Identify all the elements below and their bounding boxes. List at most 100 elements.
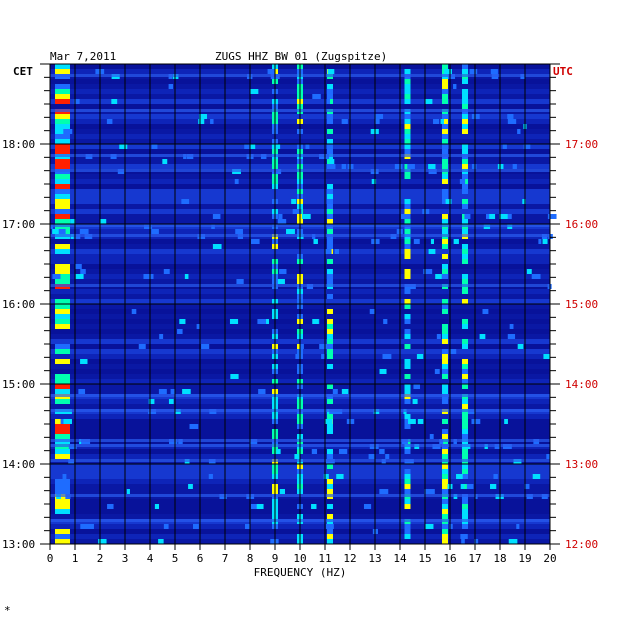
spectrogram-cell — [363, 504, 372, 509]
x-tick-label: 16 — [443, 552, 456, 565]
spectrogram-cell — [462, 99, 468, 104]
spectrogram-cell — [499, 214, 508, 219]
spectrogram-cell — [462, 279, 468, 284]
spectrogram-cell — [404, 289, 411, 294]
spectrogram-cell — [327, 479, 333, 484]
spectrogram-cell — [442, 254, 448, 259]
spectrogram-cell — [374, 119, 380, 124]
spectrogram-cell — [442, 534, 448, 539]
spectrogram-cell — [462, 369, 468, 374]
spectrogram-cell — [442, 79, 448, 84]
spectrogram-cell — [279, 269, 287, 274]
spectrogram-cell — [341, 119, 348, 124]
spectrogram-cell — [404, 124, 411, 129]
spectrogram-cell — [55, 189, 70, 194]
spectrogram-cell — [462, 164, 468, 169]
spectrogram-cell — [442, 329, 448, 334]
spectrogram-cell — [55, 359, 70, 364]
spectrogram-cell — [442, 299, 448, 304]
spectrogram-cell — [394, 164, 403, 169]
spectrogram-cell — [493, 474, 498, 479]
spectrogram-cell — [55, 144, 70, 149]
x-tick-label: 8 — [247, 552, 254, 565]
spectrogram-cell — [327, 239, 333, 244]
spectrogram-cell — [442, 199, 448, 204]
spectrogram-cell — [429, 434, 434, 439]
spectrogram-cell — [462, 344, 468, 349]
spectrogram-cell — [55, 184, 70, 189]
spectrogram-cell — [327, 449, 333, 454]
spectrogram-cell — [526, 269, 532, 274]
spectrogram-cell — [271, 144, 281, 149]
spectrogram-cell — [55, 324, 70, 329]
spectrogram-cell — [460, 534, 468, 539]
spectrogram-cell — [327, 94, 333, 99]
spectrogram-cell — [55, 379, 70, 384]
spectrogram-cell — [327, 199, 333, 204]
x-tick-label: 20 — [543, 552, 556, 565]
spectrogram-cell — [422, 209, 430, 214]
spectrogram-cell — [301, 214, 311, 219]
spectrogram-cell — [404, 304, 411, 309]
spectrogram-cell — [212, 214, 221, 219]
spectrogram-cell — [158, 539, 164, 544]
spectrogram-cell — [55, 529, 70, 534]
spectrogram-cell — [442, 454, 448, 459]
spectrogram-cell — [55, 399, 70, 404]
spectrogram-cell — [327, 184, 333, 189]
x-tick-label: 13 — [368, 552, 381, 565]
spectrogram-cell — [75, 274, 84, 279]
spectrogram-cell — [55, 389, 70, 394]
spectrogram-cell — [312, 94, 321, 99]
spectrogram-cell — [442, 469, 448, 474]
spectrogram-cell — [154, 504, 160, 509]
spectrogram-cell — [509, 539, 517, 544]
spectrogram-cell — [55, 374, 70, 379]
spectrogram-cell — [325, 524, 334, 529]
spectrogram-cell — [462, 399, 468, 404]
spectrogram-cell — [404, 359, 411, 364]
spectrogram-cell — [244, 144, 250, 149]
spectrogram-cell — [462, 504, 468, 509]
spectrogram-cell — [311, 504, 317, 509]
spectrogram-cell — [442, 124, 448, 129]
spectrogram-cell — [311, 449, 318, 454]
spectrogram-cell — [294, 454, 300, 459]
spectrogram-cell — [264, 319, 270, 324]
spectrogram-cell — [168, 399, 174, 404]
spectrogram-cell — [327, 309, 333, 314]
spectrogram-cell — [230, 374, 239, 379]
spectrogram-cell — [490, 484, 497, 489]
spectrogram-cell — [417, 419, 424, 424]
spectrogram-cell — [404, 214, 411, 219]
spectrogram-cell — [55, 484, 70, 489]
spectrogram-cell — [442, 309, 448, 314]
spectrogram-cell — [327, 344, 333, 349]
x-tick-label: 5 — [172, 552, 179, 565]
spectrogram-cell — [442, 479, 448, 484]
spectrogram-cell — [404, 479, 411, 484]
spectrogram-cell — [184, 274, 189, 279]
spectrogram-cell — [442, 339, 448, 344]
spectrogram-cell — [341, 164, 347, 169]
x-tick-label: 9 — [272, 552, 279, 565]
spectrogram-cell — [442, 449, 448, 454]
spectrogram-cell — [327, 259, 333, 264]
spectrogram-cell — [442, 179, 448, 184]
spectrogram-cell — [424, 99, 433, 104]
spectrogram-cell — [249, 89, 259, 94]
spectrogram-cell — [404, 484, 411, 489]
spectrogram-cell — [327, 279, 333, 284]
spectrogram-cell — [444, 69, 452, 74]
spectrogram-cell — [404, 99, 411, 104]
spectrogram-cell — [442, 434, 448, 439]
spectrogram-cell — [440, 119, 444, 124]
spectrogram-cell — [462, 159, 468, 164]
spectrogram-cell — [462, 144, 468, 149]
spectrogram-cell — [462, 424, 468, 429]
spectrogram-cell — [462, 189, 468, 194]
spectrogram-cell — [404, 84, 411, 89]
spectrogram-cell — [408, 419, 416, 424]
spectrogram-cell — [462, 319, 468, 324]
